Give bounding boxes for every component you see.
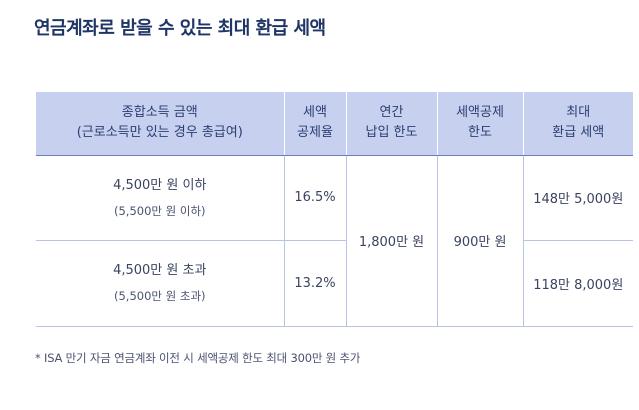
- header-max-refund-line2: 환급 세액: [552, 125, 605, 141]
- header-income-line1: 종합소득 금액: [121, 105, 198, 121]
- header-annual-limit-line2: 납입 한도: [365, 125, 418, 141]
- header-rate: 세액 공제율: [283, 92, 346, 156]
- header-deduction-limit: 세액공제 한도: [436, 92, 523, 156]
- header-rate-line2: 공제율: [297, 125, 333, 141]
- header-max-refund-line1: 최대: [566, 105, 591, 121]
- income-main: 4,500만 원 초과: [113, 263, 207, 278]
- annual-limit-cell: 1,800만 원: [345, 155, 437, 327]
- refund-table: 종합소득 금액 (근로소득만 있는 경우 총급여) 세액 공제율 연간 납입 한…: [36, 92, 633, 327]
- income-cell: 4,500만 원 이하 (5,500만 원 이하): [36, 155, 284, 241]
- header-deduction-limit-line1: 세액공제: [456, 105, 504, 121]
- rate-cell: 16.5%: [283, 155, 346, 241]
- header-max-refund: 최대 환급 세액: [522, 92, 633, 156]
- footnote: * ISA 만기 자금 연금계좌 이전 시 세액공제 한도 최대 300만 원 …: [35, 351, 361, 365]
- income-main: 4,500만 원 이하: [113, 177, 207, 193]
- table-row: 4,500만 원 이하 (5,500만 원 이하) 16.5% 1,800만 원…: [36, 155, 633, 327]
- refund-cell: 148만 5,000원: [522, 155, 633, 241]
- header-rate-line1: 세액: [303, 105, 327, 121]
- deduction-limit-cell: 900만 원: [436, 155, 523, 327]
- income-sub: (5,500만 원 이하): [113, 203, 206, 218]
- rate-cell: 13.2%: [283, 240, 346, 327]
- table-row: 4,500만 원 초과 (5,500만 원 초과) 13.2% 118만 8,0…: [36, 240, 633, 327]
- header-annual-limit: 연간 납입 한도: [345, 92, 437, 156]
- header-deduction-limit-line2: 한도: [468, 125, 492, 141]
- income-cell: 4,500만 원 초과 (5,500만 원 초과): [36, 240, 284, 327]
- table-header-row: 종합소득 금액 (근로소득만 있는 경우 총급여) 세액 공제율 연간 납입 한…: [36, 92, 633, 156]
- income-sub: (5,500만 원 초과): [113, 289, 206, 303]
- page-title: 연금계좌로 받을 수 있는 최대 환급 세액: [34, 18, 326, 39]
- header-income-line2: (근로소득만 있는 경우 총급여): [76, 125, 243, 141]
- header-annual-limit-line1: 연간: [379, 105, 404, 121]
- refund-cell: 118만 8,000원: [522, 240, 633, 327]
- header-income: 종합소득 금액 (근로소득만 있는 경우 총급여): [36, 92, 284, 156]
